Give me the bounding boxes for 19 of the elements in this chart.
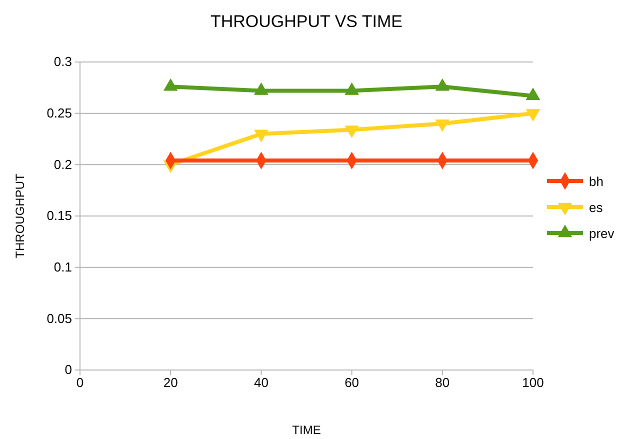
y-tick-label: 0.2 xyxy=(54,156,72,172)
y-axis-title: THROUGHPUT xyxy=(13,173,27,258)
y-tick-label: 0.1 xyxy=(54,259,72,274)
x-tick-label: 80 xyxy=(435,375,450,390)
legend-label: es xyxy=(589,200,604,215)
y-tick-label: 0.15 xyxy=(46,208,72,224)
y-tick-label: 0.25 xyxy=(46,105,72,120)
x-tick-label: 20 xyxy=(163,375,178,390)
x-tick-label: 40 xyxy=(254,375,268,390)
x-axis-title: TIME xyxy=(292,423,321,437)
legend-label: prev xyxy=(589,226,615,241)
x-tick-label: 100 xyxy=(522,375,544,390)
y-tick-label: 0 xyxy=(64,362,72,378)
y-tick-label: 0.3 xyxy=(54,54,72,70)
x-tick-label: 0 xyxy=(76,375,84,390)
y-tick-label: 0.05 xyxy=(46,310,72,326)
chart-title: THROUGHPUT VS TIME xyxy=(210,12,403,31)
x-tick-label: 60 xyxy=(344,375,360,390)
legend-label: bh xyxy=(589,174,604,189)
